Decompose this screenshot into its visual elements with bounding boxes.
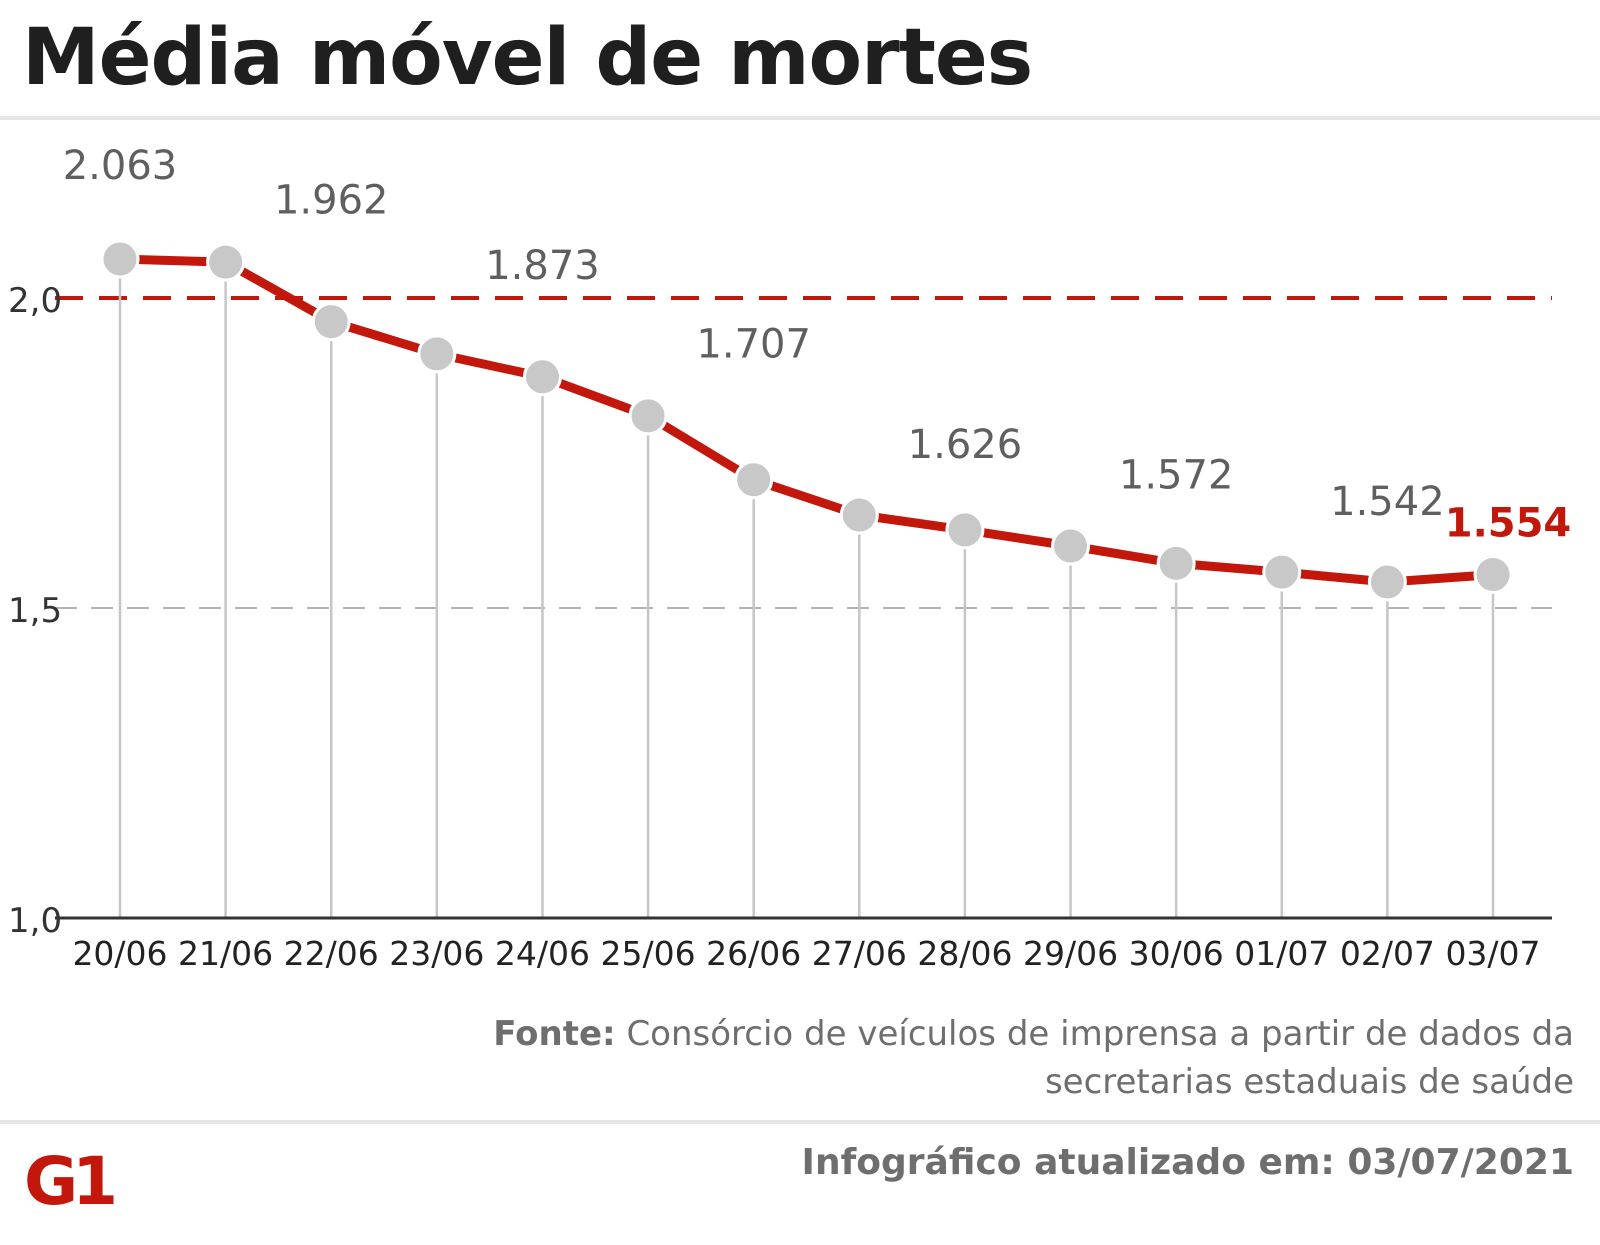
data-label: 1.962: [274, 178, 389, 224]
y-tick-label: 1,5: [8, 591, 62, 631]
x-tick-label: 28/06: [917, 934, 1012, 973]
y-tick-label: 1,0: [8, 901, 62, 941]
g1-logo-text: G1: [24, 1150, 114, 1210]
g1-logo: G1: [24, 1150, 120, 1210]
x-tick-label: 27/06: [812, 934, 907, 973]
data-label: 1.542: [1330, 479, 1445, 525]
x-tick-label: 24/06: [495, 934, 590, 973]
data-point: [311, 302, 351, 342]
data-point: [1051, 526, 1091, 566]
data-label: 2.063: [63, 143, 178, 189]
x-tick-label: 03/07: [1445, 934, 1540, 973]
data-point: [628, 396, 668, 436]
source-label: Fonte:: [493, 1014, 616, 1054]
chart-title: Média móvel de mortes: [22, 13, 1033, 103]
title-divider: [0, 116, 1600, 120]
data-point: [1367, 562, 1407, 602]
x-tick-label: 20/06: [72, 934, 167, 973]
data-point: [417, 334, 457, 374]
updated-note: Infográfico atualizado em: 03/07/2021: [801, 1142, 1574, 1183]
data-point: [522, 357, 562, 397]
y-tick-label: 2,0: [8, 281, 62, 321]
data-point: [1473, 555, 1513, 595]
data-label-highlight: 1.554: [1445, 501, 1572, 547]
x-tick-label: 29/06: [1023, 934, 1118, 973]
footer-divider: [0, 1120, 1600, 1124]
data-label: 1.873: [485, 243, 600, 289]
data-label: 1.572: [1119, 452, 1234, 498]
data-label: 1.707: [696, 322, 811, 368]
x-tick-label: 30/06: [1129, 934, 1224, 973]
data-point: [1156, 543, 1196, 583]
data-point: [100, 239, 140, 279]
data-point: [839, 495, 879, 535]
x-tick-label: 26/06: [706, 934, 801, 973]
x-tick-label: 02/07: [1340, 934, 1435, 973]
x-tick-label: 22/06: [284, 934, 379, 973]
x-tick-label: 25/06: [601, 934, 696, 973]
x-tick-label: 21/06: [178, 934, 273, 973]
data-label: 1.626: [908, 422, 1023, 468]
data-point: [206, 242, 246, 282]
source-text: Consórcio de veículos de imprensa a part…: [626, 1014, 1574, 1102]
data-point: [1262, 552, 1302, 592]
data-point: [945, 510, 985, 550]
x-tick-label: 23/06: [389, 934, 484, 973]
data-point: [734, 460, 774, 500]
line-chart: 1,0 1,5 2,0 20/06 21/06 22/06 23/06 24/06 25/06 2…: [8, 143, 1572, 973]
x-tick-label: 01/07: [1234, 934, 1329, 973]
source-note: Fonte: Consórcio de veículos de imprensa…: [374, 1010, 1574, 1106]
